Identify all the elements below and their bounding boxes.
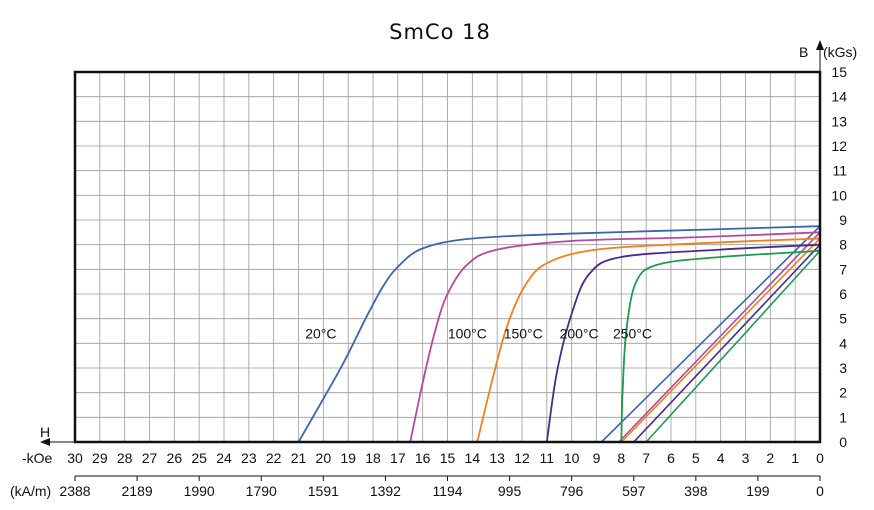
x-tick-label-koe: 6 — [667, 450, 675, 466]
demag-curve — [476, 237, 821, 443]
curve-label: 20°C — [305, 325, 336, 341]
curves — [297, 225, 821, 443]
x-axis-arrowhead — [40, 438, 50, 446]
bh-line — [600, 225, 821, 443]
x-axis-label-koe: -kOe — [22, 450, 53, 466]
y-tick-label: 2 — [839, 385, 847, 401]
bh-line — [618, 231, 821, 443]
x-tick-label-koe: 23 — [241, 450, 257, 466]
x-tick-label-koe: 12 — [514, 450, 530, 466]
x-tick-label-kam: 1790 — [246, 483, 277, 499]
bh-line — [620, 237, 821, 443]
y-tick-label: 14 — [831, 89, 847, 105]
y-tick-label: 4 — [839, 335, 847, 351]
y-tick-label: 15 — [831, 64, 847, 80]
x-tick-label-kam: 398 — [684, 483, 708, 499]
y-tick-label: 3 — [839, 360, 847, 376]
x-tick-label-koe: 30 — [67, 450, 83, 466]
y-tick-label: 1 — [839, 409, 847, 425]
x-tick-label-koe: 5 — [692, 450, 700, 466]
x-tick-labels: 30 29 28 27 26 25 24 23 22 21 20 19 18 17 16 15 14 13 12 11… — [59, 450, 824, 499]
bh-line — [645, 250, 821, 443]
x-tick-label-kam: 1990 — [184, 483, 215, 499]
x-tick-label-koe: 13 — [489, 450, 505, 466]
x-tick-label-koe: 2 — [766, 450, 774, 466]
x-tick-label-koe: 18 — [365, 450, 381, 466]
y-tick-label: 0 — [839, 434, 847, 450]
x-tick-label-koe: 20 — [316, 450, 332, 466]
x-tick-label-koe: 3 — [742, 450, 750, 466]
y-axis-label-b: B — [799, 44, 808, 60]
x-tick-label-koe: 25 — [191, 450, 207, 466]
x-tick-label-koe: 4 — [717, 450, 725, 466]
y-tick-label: 5 — [839, 311, 847, 327]
y-axis-arrowhead — [816, 40, 824, 50]
y-axis-label-unit: (kGs) — [823, 44, 857, 60]
curve-labels: 20°C 100°C 150°C 200°C 250°C — [305, 325, 652, 341]
y-tick-label: 12 — [831, 138, 847, 154]
x-tick-label-koe: 22 — [266, 450, 282, 466]
curve-label: 150°C — [504, 325, 543, 341]
y-tick-label: 13 — [831, 113, 847, 129]
x-tick-label-koe: 11 — [540, 450, 555, 466]
x-tick-label-koe: 17 — [390, 450, 406, 466]
x-tick-label-koe: 28 — [117, 450, 133, 466]
x-tick-label-kam: 1591 — [308, 483, 339, 499]
x-axis-label-kam: (kA/m) — [10, 483, 51, 499]
x-tick-label-koe: 27 — [142, 450, 158, 466]
demag-curve — [297, 225, 821, 443]
y-tick-label: 8 — [839, 237, 847, 253]
demag-curve — [409, 231, 821, 443]
x-tick-label-koe: 21 — [291, 450, 307, 466]
curve-label: 100°C — [448, 325, 487, 341]
demag-curve — [545, 243, 821, 443]
x-tick-label-koe: 26 — [167, 450, 183, 466]
x-tick-label-koe: 7 — [642, 450, 650, 466]
x-tick-label-koe: 16 — [415, 450, 431, 466]
grid — [74, 71, 821, 443]
x-tick-label-kam: 2388 — [59, 483, 90, 499]
bh-line — [633, 244, 821, 443]
x-tick-label-kam: 796 — [560, 483, 584, 499]
x-tick-label-kam: 1194 — [432, 483, 462, 499]
x-tick-label-kam: 0 — [816, 483, 824, 499]
x-axis-label-h: H — [40, 424, 50, 440]
x-tick-label-koe: 24 — [216, 450, 232, 466]
x-tick-label-kam: 597 — [622, 483, 646, 499]
demag-curve — [620, 249, 821, 443]
x-tick-label-kam: 995 — [498, 483, 522, 499]
y-tick-label: 10 — [831, 187, 847, 203]
x-tick-label-koe: 10 — [564, 450, 580, 466]
curve-label: 200°C — [560, 325, 599, 341]
x-tick-label-koe: 29 — [92, 450, 108, 466]
y-tick-label: 7 — [839, 261, 847, 277]
x-tick-label-koe: 15 — [440, 450, 456, 466]
x-tick-label-koe: 19 — [340, 450, 356, 466]
x-tick-label-koe: 1 — [791, 450, 799, 466]
x-tick-label-kam: 1392 — [370, 483, 401, 499]
x-tick-label-koe: 9 — [593, 450, 601, 466]
x-tick-label-kam: 2189 — [122, 483, 153, 499]
y-tick-label: 11 — [832, 163, 847, 179]
curve-label: 250°C — [613, 325, 652, 341]
x-tick-label-koe: 8 — [617, 450, 625, 466]
x-tick-label-koe: 0 — [816, 450, 824, 466]
x-tick-label-koe: 14 — [465, 450, 481, 466]
y-tick-label: 9 — [839, 212, 847, 228]
x-tick-label-kam: 199 — [746, 483, 770, 499]
y-tick-label: 6 — [839, 286, 847, 302]
chart-title: SmCo 18 — [389, 20, 491, 44]
